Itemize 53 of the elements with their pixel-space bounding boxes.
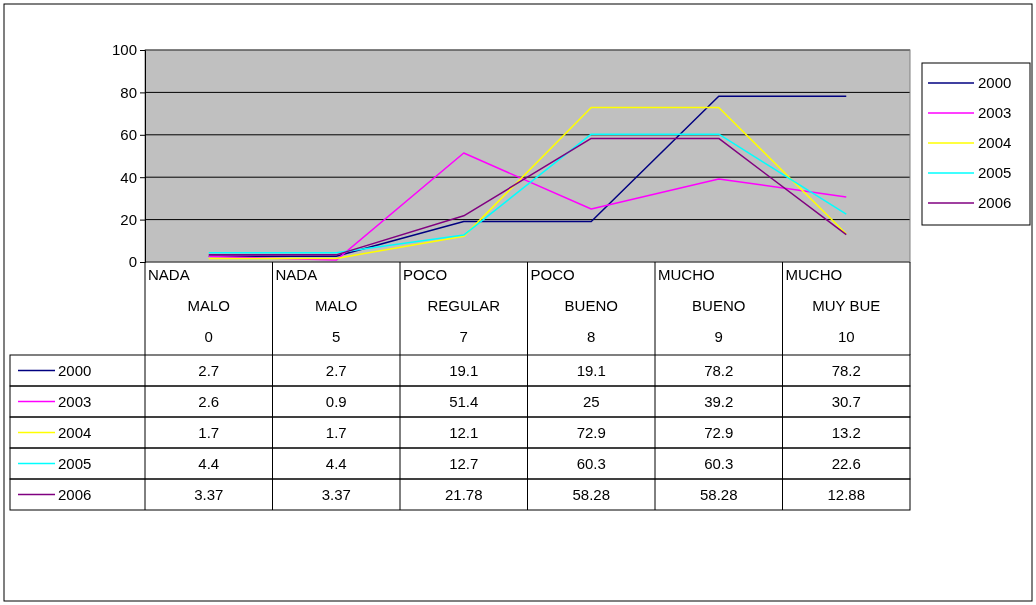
data-label: 25 — [582, 392, 600, 410]
x-tick-label: POCO BUENO 8 — [530, 266, 618, 345]
y-tick-label: 40 — [120, 168, 137, 186]
data-label: 72.9 — [704, 423, 734, 441]
data-label: 19.1 — [576, 361, 606, 379]
data-label: 39.2 — [704, 392, 734, 410]
data-label: 12.7 — [449, 454, 479, 472]
y-tick-label: 80 — [120, 83, 137, 101]
data-label: 30.7 — [831, 392, 861, 410]
legend-label: 2004 — [978, 134, 1012, 151]
data-label: 22.6 — [831, 454, 861, 472]
line-series — [208, 152, 847, 261]
text: 2005 — [58, 454, 92, 472]
data-label: 60.3 — [704, 454, 734, 472]
data-label: 3.37 — [321, 485, 351, 503]
y-tick-label: 100 — [111, 41, 137, 59]
text: 2004 — [58, 423, 92, 441]
text: 2006 — [58, 485, 92, 503]
data-label: 21.78 — [444, 485, 483, 503]
data-label: 78.2 — [704, 361, 734, 379]
legend-label: 2006 — [978, 194, 1012, 211]
legend-label: 2005 — [978, 164, 1012, 181]
data-label: 1.7 — [325, 423, 347, 441]
data-label: 4.4 — [325, 454, 347, 472]
y-tick-label: 60 — [120, 126, 137, 144]
legend-label: 2000 — [978, 74, 1012, 91]
data-label: 72.9 — [576, 423, 606, 441]
x-tick-label: NADA MALO 0 — [148, 266, 231, 345]
legend-label: 2003 — [978, 104, 1012, 121]
x-tick-label: MUCHO BUENO 9 — [658, 266, 746, 345]
data-label: 2.7 — [198, 361, 220, 379]
data-label: 3.37 — [194, 485, 224, 503]
data-label: 4.4 — [198, 454, 220, 472]
data-label: 58.28 — [572, 485, 611, 503]
data-label: 51.4 — [449, 392, 479, 410]
data-label: 2.7 — [325, 361, 347, 379]
text: 2000 — [58, 361, 92, 379]
data-label: 58.28 — [699, 485, 738, 503]
data-label: 19.1 — [449, 361, 479, 379]
data-label: 12.1 — [449, 423, 479, 441]
data-label: 0.9 — [325, 392, 347, 410]
data-label: 60.3 — [576, 454, 606, 472]
x-tick-label: NADA MALO 5 — [275, 266, 358, 345]
data-label: 13.2 — [831, 423, 861, 441]
x-tick-label: MUCHO MUY BUE 10 — [785, 266, 881, 345]
data-label: 78.2 — [831, 361, 861, 379]
text: 2003 — [58, 392, 92, 410]
data-label: 2.6 — [198, 392, 220, 410]
x-tick-label: POCO REGULAR 7 — [403, 266, 501, 345]
y-tick-label: 20 — [120, 210, 137, 228]
data-label: 1.7 — [198, 423, 220, 441]
y-tick-label: 0 — [128, 253, 137, 271]
data-label: 12.88 — [827, 485, 866, 503]
